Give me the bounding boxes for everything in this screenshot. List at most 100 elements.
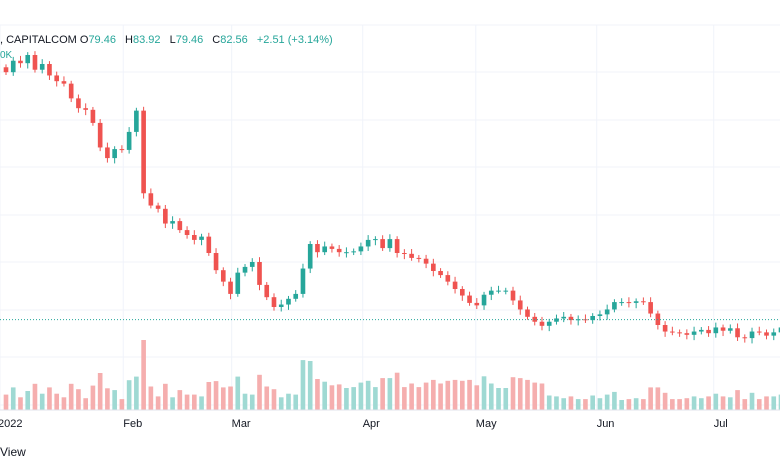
candle-body [662,325,668,332]
candle-body [706,329,711,334]
volume-bar [112,390,117,410]
volume-bar [3,394,9,410]
candle-body [242,266,248,273]
candle-body [387,239,393,249]
high-value: 83.92 [132,34,161,46]
volume-bar [662,392,668,410]
volume-bar [525,379,530,410]
volume-legend: 0K [0,50,13,61]
volume-bar [532,382,538,410]
volume-bar [177,390,183,410]
volume-bar [336,384,342,410]
volume-bar [184,394,190,410]
volume-bar [583,399,588,410]
volume-bar [619,400,624,410]
candle-body [25,55,31,64]
volume-bar [503,388,509,410]
volume-bar [249,394,255,410]
volume-bar [699,398,704,410]
volume-bar [517,378,523,410]
candle-body [575,319,581,321]
candle-body [264,284,270,298]
candle-body [380,239,385,249]
candle-body [459,289,465,296]
volume-bar [431,379,436,410]
volume-bar [134,376,139,410]
volume-bar [496,388,501,410]
volume-bar [68,383,74,410]
candle-body [771,332,777,336]
candle-body [452,281,458,289]
volume-bar [539,383,545,410]
candle-body [119,149,125,151]
volume-bar [604,394,610,410]
candle-body [488,290,494,295]
volume-bar [228,386,233,410]
volume-bar [481,376,487,410]
candle-body [764,332,769,336]
candle-body [257,262,262,285]
volume-bar [488,383,494,410]
volume-bar [344,388,349,410]
volume-bar [510,377,516,410]
x-tick-label: May [476,418,497,430]
candle-body [749,331,755,339]
volume-bars [3,340,780,410]
volume-bar [778,394,780,410]
volume-bar [568,396,574,410]
candle-body [213,253,219,271]
candle-body [126,131,132,150]
close-label: C [212,34,221,46]
candle-body [691,331,697,335]
candle-body [199,236,204,240]
candle-body [720,327,726,331]
volume-bar [242,393,248,410]
candle-body [163,208,168,224]
volume-bar [771,396,777,410]
volume-bar [286,393,291,410]
candle-body [322,246,328,253]
candle-body [699,329,704,332]
volume-bar [561,398,567,410]
volume-bar [756,399,762,410]
candle-body [677,332,682,334]
candle-body [10,60,16,73]
candle-body [47,64,52,76]
volume-bar [597,398,603,410]
volume-bar [220,387,226,410]
candle-body [742,337,748,339]
volume-bar [300,360,306,410]
candle-body [54,75,60,82]
open-value: 79.46 [88,34,116,46]
volume-bar [474,385,480,410]
low-value: 79.46 [175,34,204,46]
volume-bar [307,361,313,410]
volume-bar [10,387,16,410]
candle-body [778,327,780,333]
chart-grid [0,24,780,410]
volume-bar [32,383,38,410]
candle-body [431,263,436,271]
candle-body [402,253,407,254]
candle-body [39,64,45,70]
volume-bar [677,399,682,410]
candle-body [286,298,291,305]
volume-bar [590,395,595,410]
candle-body [105,147,110,159]
x-tick-label: Jun [597,418,615,430]
volume-bar [684,398,690,410]
brand-footer[interactable]: View [0,445,26,459]
volume-bar [402,387,407,410]
volume-bar [18,397,23,410]
volume-bar [264,386,270,410]
time-axis: 2022 Feb Mar Apr May Jun Jul [0,418,728,430]
volume-bar [126,380,132,410]
volume-bar [459,380,465,410]
volume-bar [213,381,219,410]
candle-body [76,98,81,109]
volume-bar [39,393,45,410]
volume-bar [655,387,661,410]
candle-body [177,221,183,231]
volume-bar [452,379,458,410]
volume-bar [373,387,378,410]
